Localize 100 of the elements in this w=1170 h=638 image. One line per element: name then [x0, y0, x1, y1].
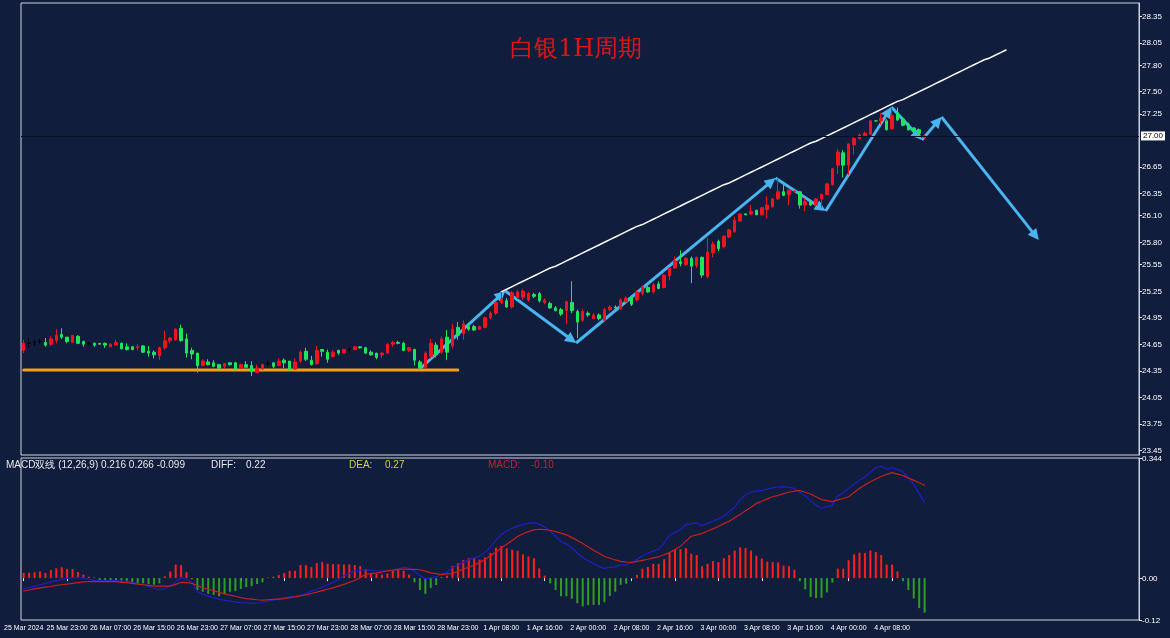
y-tick-label: 27.50 — [1142, 87, 1163, 97]
bar — [554, 578, 557, 590]
y-tick-label: 27.80 — [1142, 60, 1163, 70]
candlestick — [185, 333, 188, 359]
candlestick — [554, 305, 557, 312]
candlestick — [836, 148, 840, 175]
candlestick — [879, 112, 883, 125]
y-tick-label: 25.25 — [1142, 286, 1163, 296]
bar — [679, 549, 682, 579]
annotation: MACD双线 (12,26,9) 0.216 0.266 -0.099 — [6, 458, 186, 470]
bar — [853, 554, 856, 579]
y-tick-label: 24.05 — [1142, 392, 1163, 402]
candlestick — [358, 345, 362, 350]
bar — [668, 552, 671, 579]
candlestick — [103, 341, 107, 349]
candlestick — [744, 212, 747, 216]
bar — [250, 578, 253, 587]
candlestick — [841, 149, 845, 179]
bar — [635, 574, 638, 579]
candlestick — [673, 255, 677, 270]
candlestick — [22, 339, 25, 354]
bar — [33, 572, 36, 579]
bar — [880, 555, 883, 579]
candlestick — [603, 307, 606, 322]
candlestick — [641, 285, 644, 296]
bar — [391, 570, 394, 579]
candlestick — [706, 237, 709, 280]
candlestick — [619, 297, 622, 311]
bar — [777, 562, 780, 579]
candlestick — [814, 197, 818, 207]
bar — [804, 578, 807, 590]
candlestick — [320, 349, 324, 358]
candlestick — [869, 119, 872, 136]
bar — [728, 555, 731, 579]
candlestick — [212, 359, 215, 368]
bar — [60, 567, 63, 579]
candlestick — [65, 336, 69, 344]
bar — [749, 550, 752, 579]
candlestick — [369, 349, 373, 357]
candlestick — [234, 361, 237, 371]
bar — [435, 578, 438, 586]
candlestick — [396, 340, 400, 345]
bar — [304, 565, 307, 579]
candlestick — [413, 348, 416, 366]
candlestick — [630, 294, 633, 307]
bar — [277, 574, 280, 579]
y-tick-label: 26.35 — [1142, 189, 1163, 199]
bar — [49, 570, 52, 579]
candlestick — [662, 273, 666, 289]
candlestick — [353, 345, 357, 351]
bar — [256, 578, 259, 585]
y-tick-label: 25.80 — [1142, 237, 1163, 247]
bar — [136, 578, 139, 583]
candlestick — [82, 340, 85, 348]
bar — [587, 578, 590, 605]
candlestick — [782, 182, 785, 197]
candlestick — [489, 310, 492, 320]
bar — [646, 566, 649, 579]
candlestick — [646, 285, 650, 294]
bar — [180, 565, 183, 579]
candlestick — [679, 249, 682, 267]
bar — [516, 550, 519, 579]
candlestick — [711, 240, 715, 258]
bar — [608, 578, 611, 596]
candlestick — [44, 337, 47, 348]
bar — [842, 568, 845, 579]
candlestick — [559, 307, 563, 317]
bar — [228, 578, 231, 592]
bar — [663, 559, 666, 579]
bar — [603, 578, 606, 603]
bar — [847, 560, 850, 579]
annotation: DIFF: — [211, 458, 236, 470]
candlestick — [565, 300, 568, 325]
y-tick-label: 24.65 — [1142, 339, 1163, 349]
candlestick — [60, 327, 63, 340]
candlestick — [391, 340, 395, 348]
bar — [695, 555, 698, 579]
bar — [836, 568, 839, 579]
candlestick — [304, 347, 308, 362]
candlestick — [326, 349, 329, 364]
candlestick — [771, 197, 774, 209]
candlestick — [668, 266, 671, 281]
candlestick — [852, 135, 856, 156]
candlestick — [440, 335, 443, 355]
bar — [560, 578, 562, 597]
candlestick — [49, 335, 53, 347]
annotation: 0.27 — [385, 458, 405, 470]
bar — [538, 568, 541, 579]
bar — [299, 565, 302, 579]
bar — [505, 548, 508, 579]
candlestick — [277, 357, 281, 367]
candlestick — [434, 341, 438, 359]
candlestick — [288, 360, 291, 371]
bar — [625, 578, 628, 584]
y-tick-label: 24.95 — [1142, 313, 1163, 323]
bar — [907, 578, 910, 590]
bar — [706, 563, 709, 579]
candlestick — [597, 312, 601, 321]
candlestick — [375, 352, 378, 360]
candlestick — [445, 329, 449, 361]
